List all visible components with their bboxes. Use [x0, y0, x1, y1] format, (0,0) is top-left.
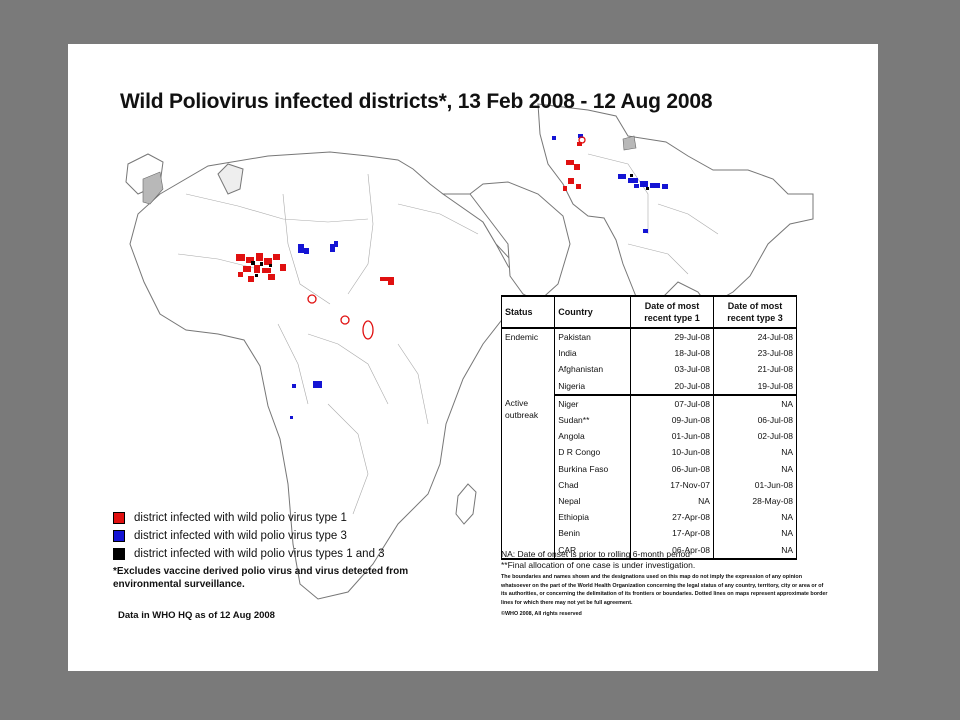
header-type1: Date of most recent type 1 — [629, 295, 714, 329]
table-row: Afghanistan 03-Jul-08 21-Jul-08 — [502, 361, 798, 378]
type3-date: NA — [712, 509, 798, 526]
country-cell: Pakistan — [554, 328, 631, 346]
country-cell: Nigeria — [554, 377, 631, 396]
polio-map — [125, 103, 814, 600]
type3-date: 24-Jul-08 — [712, 328, 798, 346]
country-cell: Sudan** — [554, 411, 631, 429]
type1-date: 07-Jul-08 — [629, 394, 714, 412]
legend-item-both: district infected with wild polio virus … — [113, 545, 463, 563]
gray-areas — [142, 135, 637, 205]
legend-item-type1: district infected with wild polio virus … — [113, 509, 463, 527]
type1-swatch — [113, 512, 125, 524]
table-row: Benin 17-Apr-08 NA — [502, 525, 798, 542]
status-table: Status Country Date of most recent type … — [500, 295, 798, 560]
country-cell: Nepal — [554, 492, 631, 510]
country-cell: Chad — [554, 476, 631, 493]
table-row: Burkina Faso 06-Jun-08 NA — [502, 460, 798, 477]
type1-date: 20-Jul-08 — [629, 377, 714, 396]
type1-date: 01-Jun-08 — [629, 428, 714, 445]
type3-date: 19-Jul-08 — [712, 377, 798, 396]
type1-date: 18-Jul-08 — [629, 345, 714, 362]
legend-label: district infected with wild polio virus … — [134, 530, 347, 542]
type3-date: 28-May-08 — [712, 492, 798, 510]
header-country: Country — [554, 295, 631, 329]
table-row: Chad 17-Nov-07 01-Jun-08 — [502, 476, 798, 493]
copyright: ©WHO 2008, All rights reserved — [501, 610, 582, 617]
outbreak-circles — [307, 136, 586, 340]
header-type1-line2: recent type 1 — [644, 313, 700, 323]
legend-label: district infected with wild polio virus … — [134, 512, 347, 524]
map-legend: district infected with wild polio virus … — [113, 509, 463, 591]
table-row: Nigeria 20-Jul-08 19-Jul-08 — [502, 377, 798, 396]
country-cell: India — [554, 345, 631, 362]
table-row: Active outbreak Niger 07-Jul-08 NA — [500, 394, 798, 560]
type3-date: 01-Jun-08 — [712, 476, 798, 493]
legend-item-type3: district infected with wild polio virus … — [113, 527, 463, 545]
type1-date: 10-Jun-08 — [629, 444, 714, 461]
slide: Wild Poliovirus infected districts*, 13 … — [68, 44, 878, 671]
type1-date: 17-Nov-07 — [629, 476, 714, 493]
type3-districts — [290, 134, 668, 419]
type1-and-3-districts — [251, 174, 649, 277]
header-status: Status — [500, 295, 556, 329]
header-type3-line2: recent type 3 — [727, 313, 783, 323]
footnotes: NA: Date of onset is prior to rolling 6-… — [501, 549, 831, 619]
type3-date: 23-Jul-08 — [712, 345, 798, 362]
header-type1-line1: Date of most — [644, 301, 700, 311]
type1-date: 29-Jul-08 — [629, 328, 714, 346]
table-row: Endemic Pakistan 29-Jul-08 24-Jul-08 — [500, 328, 798, 395]
header-type3: Date of most recent type 3 — [712, 295, 798, 329]
table-row: Sudan** 09-Jun-08 06-Jul-08 — [502, 411, 798, 429]
type1-date: 06-Jun-08 — [629, 460, 714, 477]
investigation-note: **Final allocation of one case is under … — [501, 560, 696, 570]
country-cell: Niger — [554, 394, 631, 412]
type3-date: NA — [712, 525, 798, 542]
legend-label: district infected with wild polio virus … — [134, 548, 385, 560]
disclaimer: The boundaries and names shown and the d… — [501, 574, 828, 607]
country-cell: Afghanistan — [554, 361, 631, 378]
table-row: Nepal NA 28-May-08 — [502, 492, 798, 510]
type1-date: 03-Jul-08 — [629, 361, 714, 378]
exclusion-note: *Excludes vaccine derived polio virus an… — [113, 566, 409, 590]
table-row: D R Congo 10-Jun-08 NA — [502, 444, 798, 461]
type3-date: 21-Jul-08 — [712, 361, 798, 378]
table-row: Ethiopia 27-Apr-08 NA — [502, 509, 798, 526]
status-endemic: Endemic — [500, 328, 556, 395]
table-row: Angola 01-Jun-08 02-Jul-08 — [502, 428, 798, 445]
type3-date: NA — [712, 444, 798, 461]
status-outbreak-line1: Active — [505, 397, 529, 408]
type3-date: NA — [712, 541, 798, 560]
type1-date: 17-Apr-08 — [629, 525, 714, 542]
type1-date: 27-Apr-08 — [629, 509, 714, 526]
type3-date: 06-Jul-08 — [712, 411, 798, 429]
type3-date: NA — [712, 394, 798, 412]
header-type3-line1: Date of most — [727, 301, 783, 311]
data-source-note: Data in WHO HQ as of 12 Aug 2008 — [118, 610, 275, 621]
district-borders — [177, 153, 719, 515]
country-cell: Burkina Faso — [554, 460, 631, 477]
type1-date: 09-Jun-08 — [629, 411, 714, 429]
africa-landmass — [125, 151, 571, 600]
type3-swatch — [113, 530, 125, 542]
status-outbreak-line2: outbreak — [505, 409, 539, 420]
na-note: NA: Date of onset is prior to rolling 6-… — [501, 549, 690, 559]
status-outbreak: Active outbreak — [500, 394, 556, 560]
type1-date: NA — [629, 492, 714, 510]
country-cell: Ethiopia — [554, 509, 631, 526]
country-cell: D R Congo — [554, 444, 631, 461]
both-swatch — [113, 548, 125, 560]
type3-date: NA — [712, 460, 798, 477]
type3-date: 02-Jul-08 — [712, 428, 798, 445]
country-cell: Benin — [554, 525, 631, 542]
country-cell: Angola — [554, 428, 631, 445]
type1-districts — [236, 142, 582, 285]
page-title: Wild Poliovirus infected districts*, 13 … — [120, 90, 713, 113]
table-row: India 18-Jul-08 23-Jul-08 — [502, 345, 798, 362]
table-row: CAR 06-Apr-08 NA — [502, 541, 798, 560]
